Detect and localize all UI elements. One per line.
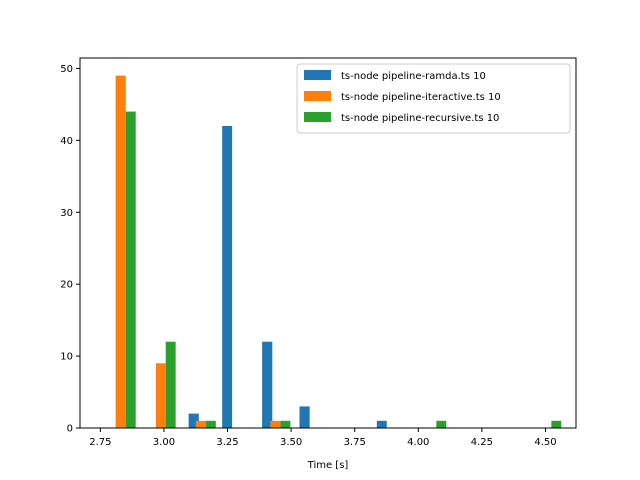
legend-frame [296,63,571,134]
y-tick-label-1: 10 [60,352,73,363]
x-tick-label-5: 4.00 [407,437,429,448]
bar-series-0-4 [376,420,387,428]
legend-label-1: ts-node pipeline-iteractive.ts 10 [341,92,501,103]
bar-series-1-2 [195,420,206,428]
bar-series-2-3 [280,420,291,428]
legend-swatch-1 [304,91,331,101]
x-tick-label-4: 3.75 [344,437,366,448]
bar-series-2-0 [125,111,136,428]
legend: ts-node pipeline-ramda.ts 10 ts-node pipe… [296,63,571,134]
bar-series-2-1 [165,341,176,428]
bars-layer [115,75,562,429]
y-tick-label-0: 0 [67,424,73,435]
y-tick-label-5: 50 [60,64,73,75]
y-axis-ticks: 0 10 20 30 40 50 [60,64,80,435]
legend-label-0: ts-node pipeline-ramda.ts 10 [341,71,486,82]
bar-series-0-2 [262,341,273,428]
bar-series-1-3 [270,420,281,428]
bar-series-1-1 [155,363,166,428]
x-axis-label: Time [s] [307,460,349,471]
x-tick-label-6: 4.25 [471,437,493,448]
bar-series-2-4 [436,420,447,428]
y-tick-label-3: 30 [60,208,73,219]
bar-series-2-5 [551,420,562,428]
y-tick-label-2: 20 [60,280,73,291]
x-tick-label-0: 2.75 [89,437,111,448]
x-tick-label-2: 3.25 [216,437,238,448]
plot-area-frame [79,57,577,429]
x-tick-label-1: 3.00 [153,437,175,448]
bar-series-1-0 [115,75,126,429]
y-tick-label-4: 40 [60,136,73,147]
x-tick-label-7: 4.50 [534,437,556,448]
bar-series-2-2 [205,420,216,428]
bar-series-0-0 [188,413,199,428]
legend-swatch-0 [304,70,331,80]
bar-series-0-1 [222,125,233,429]
x-tick-label-3: 3.50 [280,437,302,448]
bar-series-0-3 [299,406,310,428]
legend-swatch-2 [304,112,331,122]
x-axis-ticks: 2.75 3.00 3.25 3.50 3.75 4.00 4.25 4.50 [89,428,557,448]
legend-label-2: ts-node pipeline-recursive.ts 10 [341,113,499,124]
